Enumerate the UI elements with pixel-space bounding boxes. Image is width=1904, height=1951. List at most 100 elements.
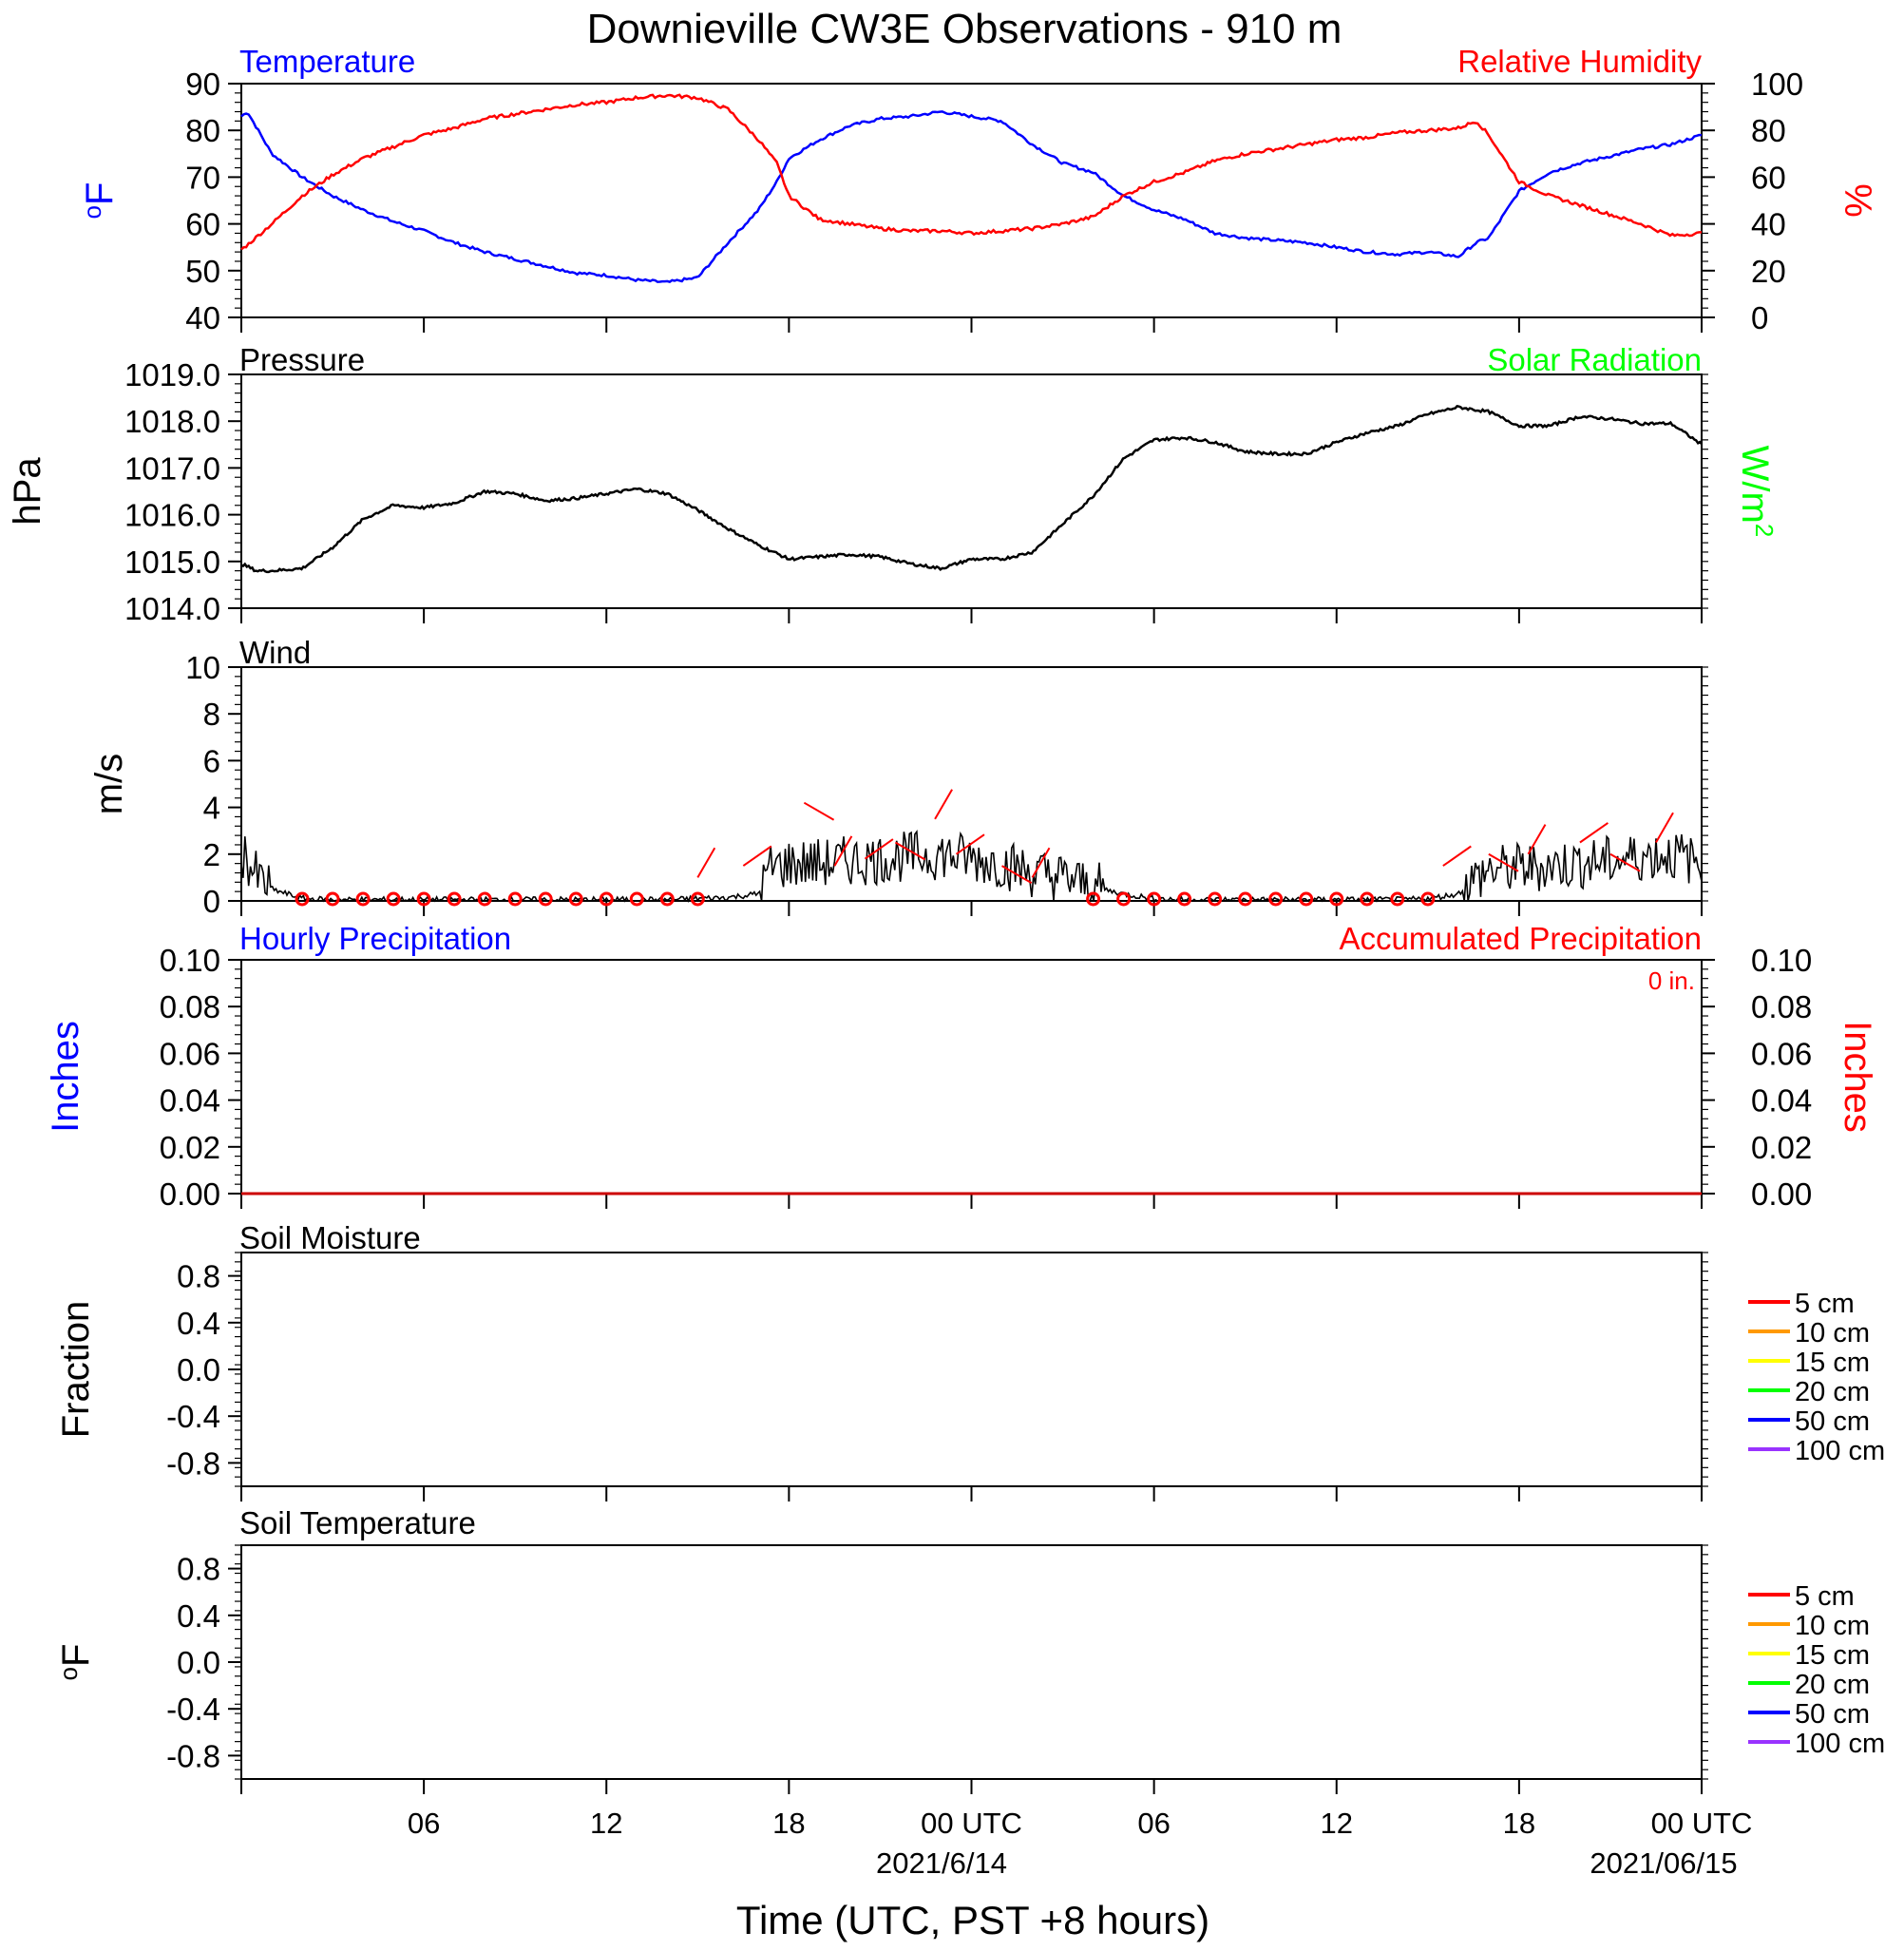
y-tick-label-left: 6 xyxy=(203,743,220,778)
y-tick-label-left: 2 xyxy=(203,837,220,872)
y-tick-label-left: 0.4 xyxy=(177,1306,220,1341)
accumulated-total-label: 0 in. xyxy=(1648,966,1695,995)
panel-3-ylabel-left: m/s xyxy=(88,754,130,814)
y-tick-label-right: 80 xyxy=(1751,113,1786,148)
calm-marker xyxy=(568,891,583,907)
panel-4-xticks xyxy=(240,1194,1703,1209)
x-date-label-1: 2021/6/14 xyxy=(876,1846,1007,1880)
y-tick-label-left: 1015.0 xyxy=(124,545,220,580)
wind-speed-series-line xyxy=(240,829,1703,903)
panel-4-left-title: Hourly Precipitation xyxy=(239,921,511,956)
legend-label: 100 cm xyxy=(1795,1729,1885,1759)
calm-wind-markers xyxy=(295,891,1436,907)
panel-2-yticks-right xyxy=(1702,373,1708,609)
panel-1-ylabel-right: % xyxy=(1837,183,1878,218)
calm-marker xyxy=(1086,891,1101,907)
y-tick-label-left: 0.8 xyxy=(177,1259,220,1294)
calm-marker xyxy=(1147,891,1162,907)
panel-5-left-title: Soil Moisture xyxy=(239,1220,421,1255)
wind-barb xyxy=(1031,847,1051,878)
y-tick-label-left: 0.0 xyxy=(177,1645,220,1680)
y-tick-label-right: 0.06 xyxy=(1751,1036,1812,1071)
x-tick-label: 12 xyxy=(590,1807,622,1840)
panel-1-xticks xyxy=(240,317,1703,333)
panel-4-ylabel-right: Inches xyxy=(1837,1021,1878,1133)
panel-1-ylabel-left: oF xyxy=(78,182,121,220)
y-tick-label-right: 0.04 xyxy=(1751,1083,1812,1119)
panel-2-ylabel-right: W/m2 xyxy=(1734,446,1779,538)
panel-2-right-title: Solar Radiation xyxy=(1487,342,1702,377)
panel-5-ylabel-left: Fraction xyxy=(55,1301,97,1439)
panel-4-right-title: Accumulated Precipitation xyxy=(1339,921,1702,956)
panel-5-xticks xyxy=(240,1486,1703,1502)
panel-temperature-humidity: Temperature Relative Humidity oF % 90 80 7… xyxy=(78,44,1878,335)
panel-5-yticks-left: 0.8 0.4 0.0 -0.4 -0.8 xyxy=(166,1252,241,1487)
panel-pressure: Pressure Solar Radiation hPa W/m2 1019.0… xyxy=(7,342,1779,626)
calm-marker xyxy=(507,891,523,907)
calm-marker xyxy=(659,891,675,907)
x-tick-label: 18 xyxy=(1503,1807,1535,1840)
y-tick-label-left: 0.8 xyxy=(177,1552,220,1587)
y-tick-label-right: 60 xyxy=(1751,160,1786,195)
panel-1-right-title: Relative Humidity xyxy=(1457,44,1702,79)
wind-barb xyxy=(696,847,716,878)
y-tick-label-left: 0.4 xyxy=(177,1598,220,1634)
y-tick-label-right: 0.08 xyxy=(1751,989,1812,1024)
panel-1-frame xyxy=(240,83,1703,318)
wind-barb xyxy=(955,833,985,855)
calm-marker xyxy=(1390,891,1405,907)
y-tick-label-left: 0.04 xyxy=(160,1083,220,1119)
legend-label: 100 cm xyxy=(1795,1436,1885,1466)
panel-5-frame xyxy=(240,1252,1703,1487)
y-tick-label-left: 1014.0 xyxy=(124,591,220,626)
y-tick-label-left: 1018.0 xyxy=(124,404,220,439)
legend-label: 5 cm xyxy=(1795,1581,1855,1612)
x-axis-tick-labels: 06 12 18 00 UTC 06 12 18 00 UTC xyxy=(408,1807,1753,1840)
y-tick-label-left: 1017.0 xyxy=(124,450,220,486)
y-tick-label-left: 90 xyxy=(185,67,220,102)
panel-3-yticks-left: 10 8 6 4 2 0 xyxy=(185,650,241,919)
y-tick-label-left: 8 xyxy=(203,697,220,732)
y-tick-label-right: 0.02 xyxy=(1751,1130,1812,1165)
panel-6-ylabel-left: oF xyxy=(54,1644,97,1681)
x-tick-label: 18 xyxy=(772,1807,805,1840)
y-tick-label-left: 0.00 xyxy=(160,1176,220,1212)
panel-6-frame xyxy=(240,1544,1703,1780)
legend-label: 50 cm xyxy=(1795,1406,1870,1437)
y-tick-label-left: -0.4 xyxy=(166,1399,220,1434)
y-tick-label-left: 60 xyxy=(185,207,220,242)
legend-label: 20 cm xyxy=(1795,1670,1870,1700)
panel-3-xticks xyxy=(240,901,1703,916)
y-tick-label-left: 50 xyxy=(185,254,220,289)
wind-barb xyxy=(1527,824,1547,855)
panel-6-xticks xyxy=(240,1779,1703,1794)
legend-label: 5 cm xyxy=(1795,1289,1855,1319)
calm-marker xyxy=(325,891,340,907)
panel-6-left-title: Soil Temperature xyxy=(239,1505,476,1540)
calm-marker xyxy=(538,891,553,907)
wind-barb xyxy=(833,835,853,867)
y-tick-label-left: 0.06 xyxy=(160,1036,220,1071)
y-tick-label-right: 0.10 xyxy=(1751,943,1812,978)
calm-marker xyxy=(1329,891,1344,907)
legend-label: 15 cm xyxy=(1795,1348,1870,1378)
x-tick-label: 00 UTC xyxy=(921,1807,1022,1840)
x-axis-title: Time (UTC, PST +8 hours) xyxy=(736,1898,1209,1942)
panel-6-yticks-left: 0.8 0.4 0.0 -0.4 -0.8 xyxy=(166,1544,241,1780)
y-tick-label-left: -0.8 xyxy=(166,1738,220,1773)
calm-marker xyxy=(599,891,614,907)
calm-marker xyxy=(1208,891,1223,907)
panel-2-left-title: Pressure xyxy=(239,342,365,377)
panel-4-yticks-right: 0.10 0.08 0.06 0.04 0.02 0.00 xyxy=(1702,943,1812,1212)
y-tick-label-left: 70 xyxy=(185,160,220,195)
x-date-label-2: 2021/06/15 xyxy=(1590,1846,1737,1880)
y-tick-label-left: -0.4 xyxy=(166,1692,220,1727)
panel-2-yticks-left: 1019.0 1018.0 1017.0 1016.0 1015.0 1014.0 xyxy=(124,357,241,626)
legend-label: 10 cm xyxy=(1795,1318,1870,1348)
y-tick-label-left: 0.0 xyxy=(177,1352,220,1387)
legend-label: 50 cm xyxy=(1795,1699,1870,1730)
wind-barb xyxy=(934,789,953,820)
